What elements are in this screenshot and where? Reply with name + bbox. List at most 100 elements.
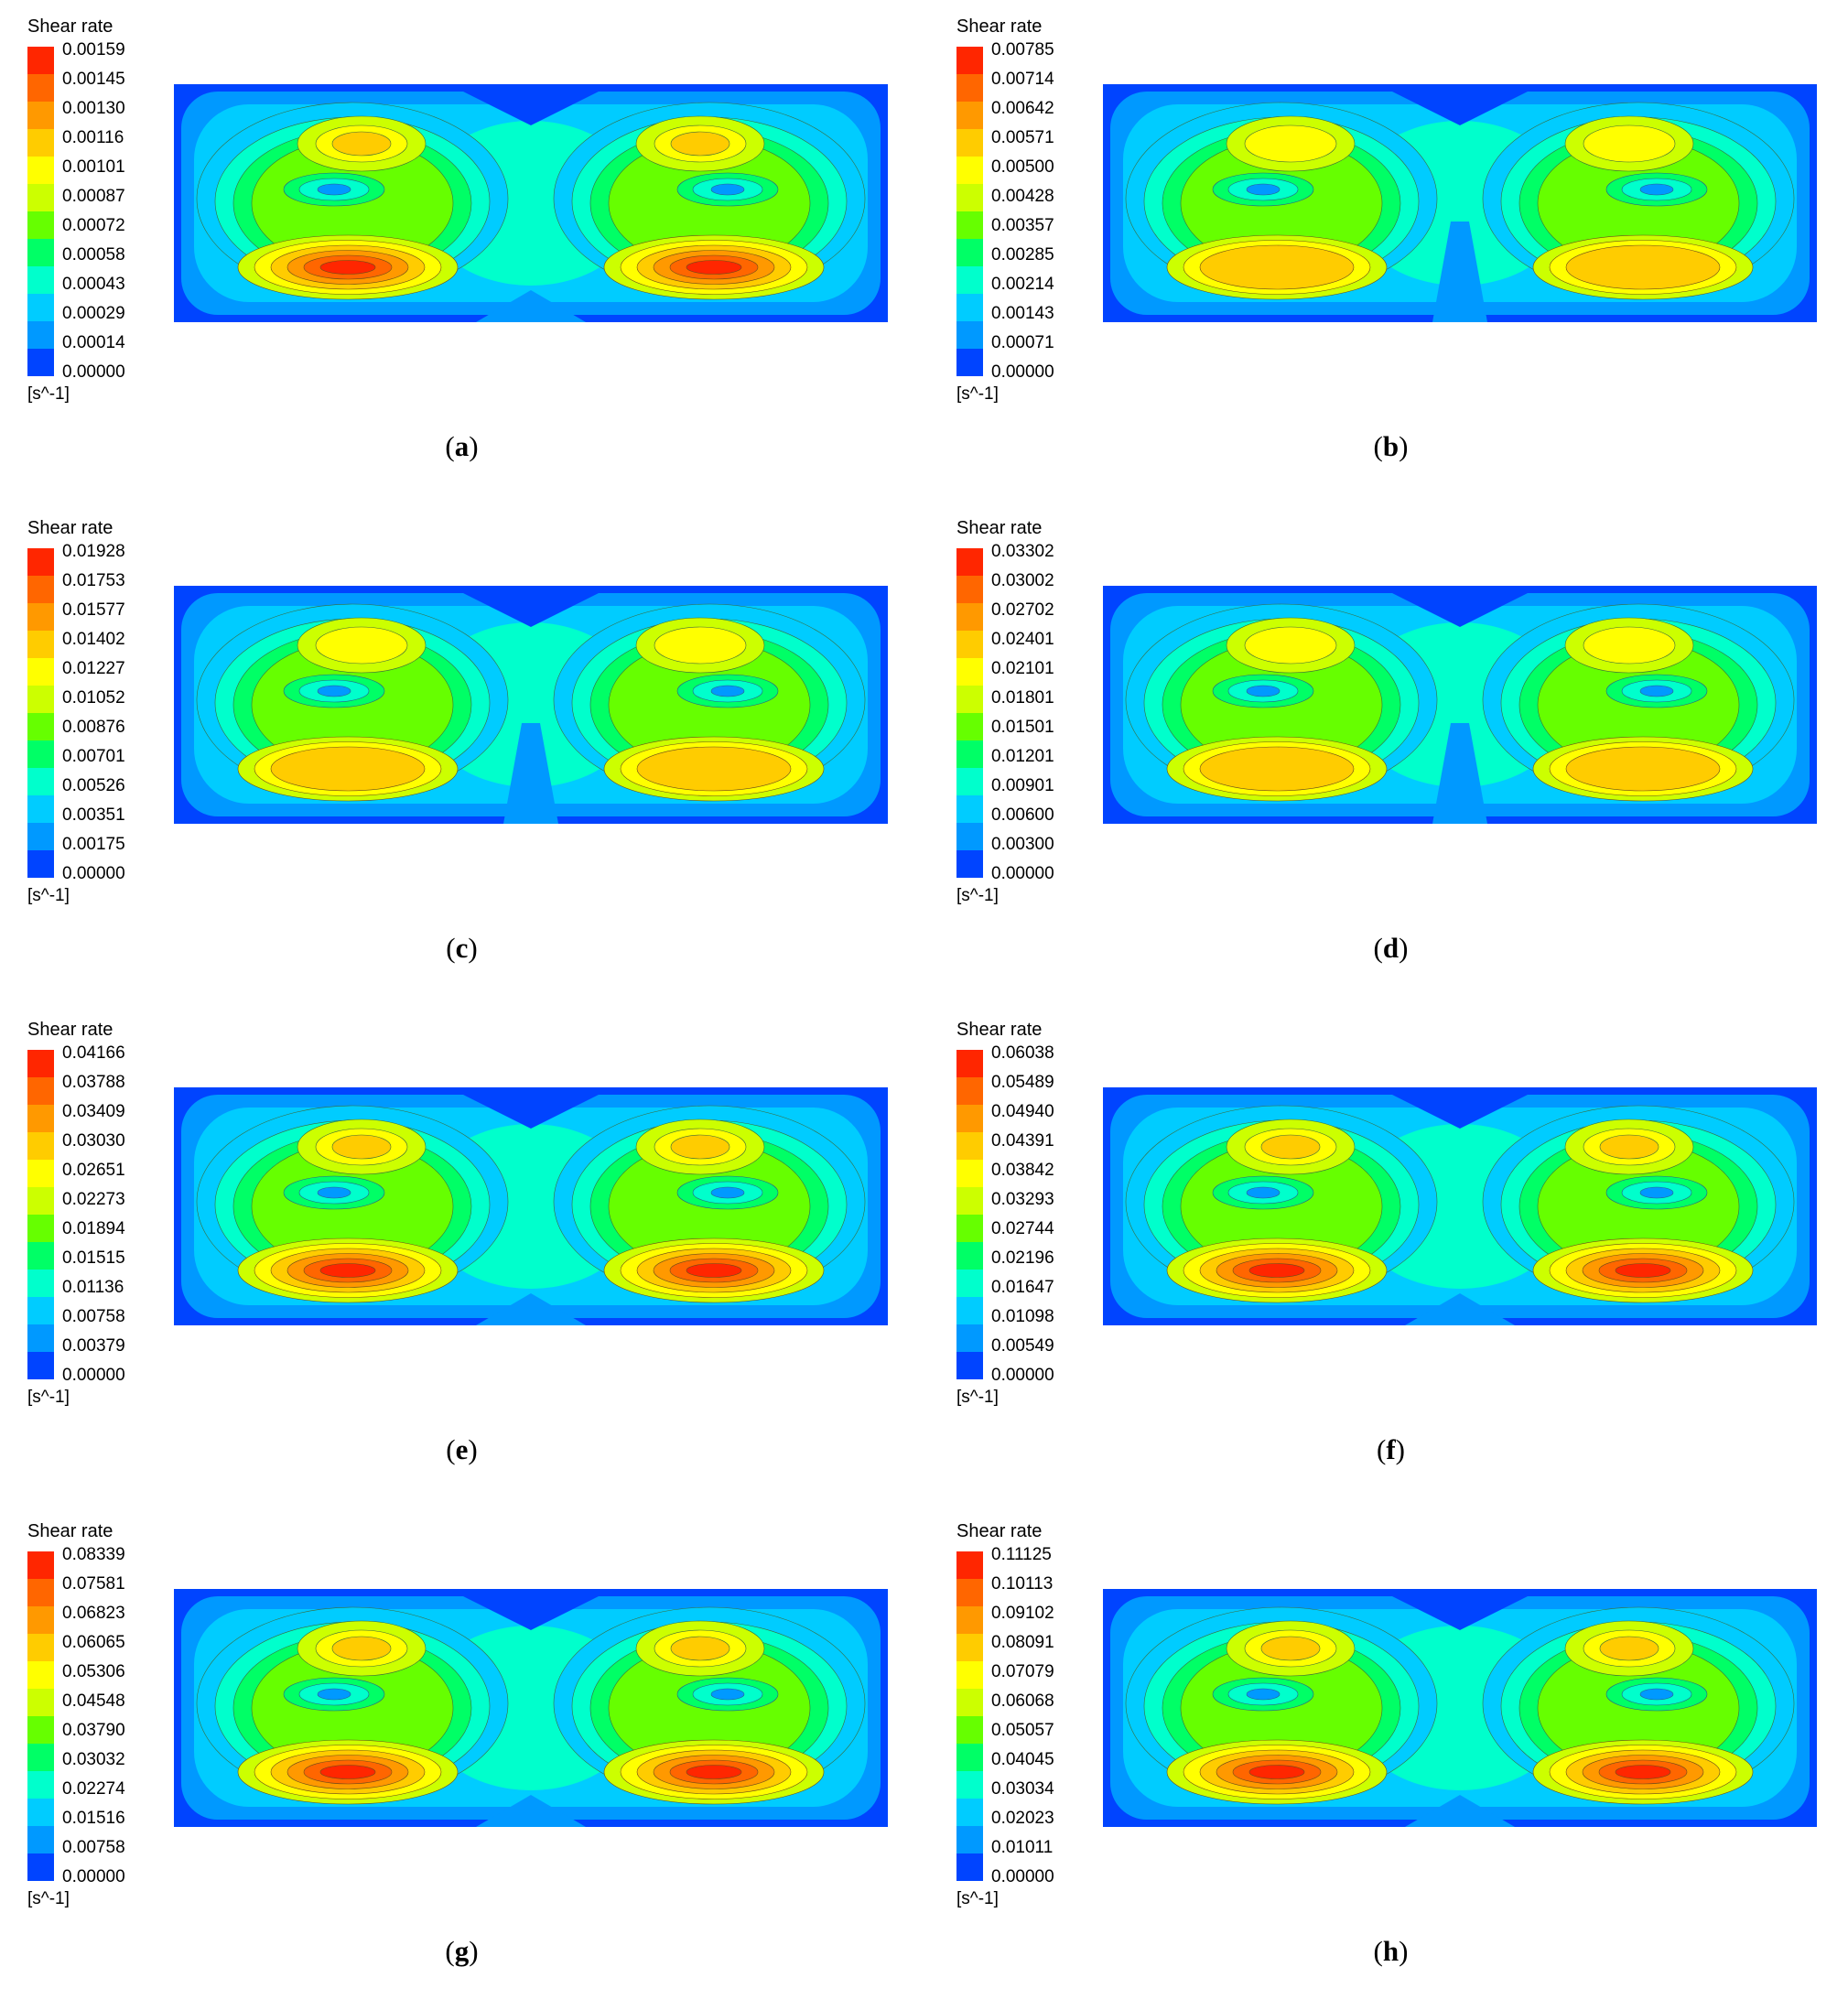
panel-d: Shear rate 0.03302 0.03002 0.02702 0.02401 0.… xyxy=(929,502,1848,1003)
colorbar-tick-label: 0.02702 xyxy=(991,600,1054,620)
contour-plot xyxy=(174,84,888,322)
colorbar-tick-label: 0.01098 xyxy=(991,1307,1054,1326)
colorbar-tick-label: 0.00357 xyxy=(991,216,1054,235)
panel-caption-letter: a xyxy=(454,430,470,462)
legend-title: Shear rate xyxy=(27,16,113,37)
colorbar-tick-label: 0.00116 xyxy=(62,128,124,147)
contour-upper xyxy=(670,1134,730,1160)
colorbar-swatch xyxy=(27,1215,54,1242)
colorbar-tick-label: 0.00600 xyxy=(991,805,1054,825)
colorbar-swatch xyxy=(956,266,983,294)
colorbar-swatch xyxy=(956,157,983,184)
colorbar-swatch xyxy=(27,1077,54,1105)
colorbar-tick-label: 0.00000 xyxy=(62,362,125,382)
panel-caption-letter: d xyxy=(1382,932,1400,964)
legend-title: Shear rate xyxy=(956,1020,1043,1040)
colorbar-swatch xyxy=(956,74,983,102)
colorbar-swatch xyxy=(27,1661,54,1689)
colorbar-unit: [s^-1] xyxy=(27,886,70,905)
panel-g: Shear rate 0.08339 0.07581 0.06823 0.06065 0.… xyxy=(0,1505,924,2006)
contour-upper xyxy=(315,626,408,665)
contour-fill xyxy=(1103,586,1817,824)
colorbar xyxy=(956,548,983,878)
panel-caption-letter: c xyxy=(455,932,469,964)
colorbar-tick-label: 0.03788 xyxy=(62,1073,125,1092)
contour-hotspot xyxy=(1248,1765,1305,1779)
colorbar-swatch xyxy=(956,321,983,349)
colorbar-tick-label: 0.06068 xyxy=(991,1691,1054,1711)
colorbar-swatch xyxy=(27,1551,54,1579)
colorbar-tick-label: 0.07079 xyxy=(991,1662,1054,1681)
colorbar-tick-label: 0.02651 xyxy=(62,1161,125,1180)
colorbar-swatch xyxy=(956,1579,983,1606)
colorbar-swatch xyxy=(956,1853,983,1881)
colorbar-swatch xyxy=(27,576,54,603)
colorbar-tick-label: 0.00876 xyxy=(62,718,125,737)
colorbar-swatch xyxy=(27,1826,54,1853)
colorbar-tick-label: 0.02273 xyxy=(62,1190,125,1209)
colorbar-tick-label: 0.00526 xyxy=(62,776,125,795)
colorbar-swatch xyxy=(27,74,54,102)
colorbar-swatch xyxy=(956,1215,983,1242)
colorbar-tick-label: 0.04045 xyxy=(991,1750,1054,1769)
colorbar-tick-label: 0.00642 xyxy=(991,99,1054,118)
colorbar-swatch xyxy=(27,1716,54,1744)
contour-hotspot xyxy=(1199,746,1355,792)
colorbar-swatch xyxy=(956,1242,983,1270)
contour-vortex xyxy=(1246,685,1281,697)
colorbar-swatch xyxy=(956,795,983,823)
colorbar-swatch xyxy=(27,157,54,184)
colorbar-tick-label: 0.03842 xyxy=(991,1161,1054,1180)
contour-vortex xyxy=(317,183,351,196)
colorbar-tick-label: 0.00785 xyxy=(991,40,1054,59)
colorbar-swatch xyxy=(27,603,54,631)
colorbar-tick-label: 0.00058 xyxy=(62,245,125,265)
colorbar-tick-label: 0.00072 xyxy=(62,216,125,235)
panel-a: Shear rate 0.00159 0.00145 0.00130 0.00116 0.… xyxy=(0,0,924,502)
panel-e: Shear rate 0.04166 0.03788 0.03409 0.03030 0.… xyxy=(0,1003,924,1505)
colorbar-swatch xyxy=(27,1132,54,1160)
panel-c: Shear rate 0.01928 0.01753 0.01577 0.01402 0.… xyxy=(0,502,924,1003)
colorbar-swatch xyxy=(956,129,983,157)
colorbar-tick-label: 0.02196 xyxy=(991,1248,1054,1268)
colorbar-swatch xyxy=(956,603,983,631)
colorbar-tick-label: 0.00714 xyxy=(991,70,1054,89)
contour-plot xyxy=(1103,1087,1817,1325)
colorbar-tick-label: 0.01136 xyxy=(62,1278,124,1297)
contour-vortex xyxy=(317,1186,351,1199)
panel-caption-letter: h xyxy=(1382,1935,1400,1967)
colorbar-tick-label: 0.00130 xyxy=(62,99,125,118)
contour-plot xyxy=(1103,84,1817,322)
colorbar-unit: [s^-1] xyxy=(956,384,999,404)
contour-vortex xyxy=(317,1688,351,1701)
colorbar-tick-label: 0.00143 xyxy=(991,304,1054,323)
contour-upper xyxy=(1599,1134,1659,1160)
colorbar-swatch xyxy=(956,349,983,376)
colorbar-tick-label: 0.02401 xyxy=(991,630,1054,649)
contour-fill xyxy=(1103,1589,1817,1827)
colorbar-tick-label: 0.02101 xyxy=(991,659,1054,678)
colorbar xyxy=(956,1050,983,1379)
colorbar-tick-label: 0.04166 xyxy=(62,1043,125,1063)
panel-caption-letter: e xyxy=(455,1433,469,1465)
colorbar-tick-label: 0.05057 xyxy=(991,1721,1054,1740)
colorbar-tick-label: 0.00285 xyxy=(991,245,1054,265)
contour-hotspot xyxy=(1615,1765,1671,1779)
colorbar-swatch xyxy=(956,631,983,658)
panel-caption: (h) xyxy=(1373,1935,1409,1967)
contour-fill xyxy=(1103,84,1817,322)
colorbar-tick-label: 0.03790 xyxy=(62,1721,125,1740)
colorbar-tick-label: 0.00000 xyxy=(991,1867,1054,1886)
colorbar-tick-label: 0.01753 xyxy=(62,571,125,590)
colorbar-swatch xyxy=(27,1160,54,1187)
contour-vortex xyxy=(710,1688,745,1701)
contour-hotspot xyxy=(686,260,742,275)
colorbar-swatch xyxy=(956,1132,983,1160)
panel-caption: (d) xyxy=(1373,932,1409,964)
colorbar-tick-label: 0.01515 xyxy=(62,1248,125,1268)
colorbar-swatch xyxy=(27,1105,54,1132)
contour-upper xyxy=(1244,626,1337,665)
colorbar-swatch xyxy=(956,47,983,74)
legend-title: Shear rate xyxy=(956,16,1043,37)
